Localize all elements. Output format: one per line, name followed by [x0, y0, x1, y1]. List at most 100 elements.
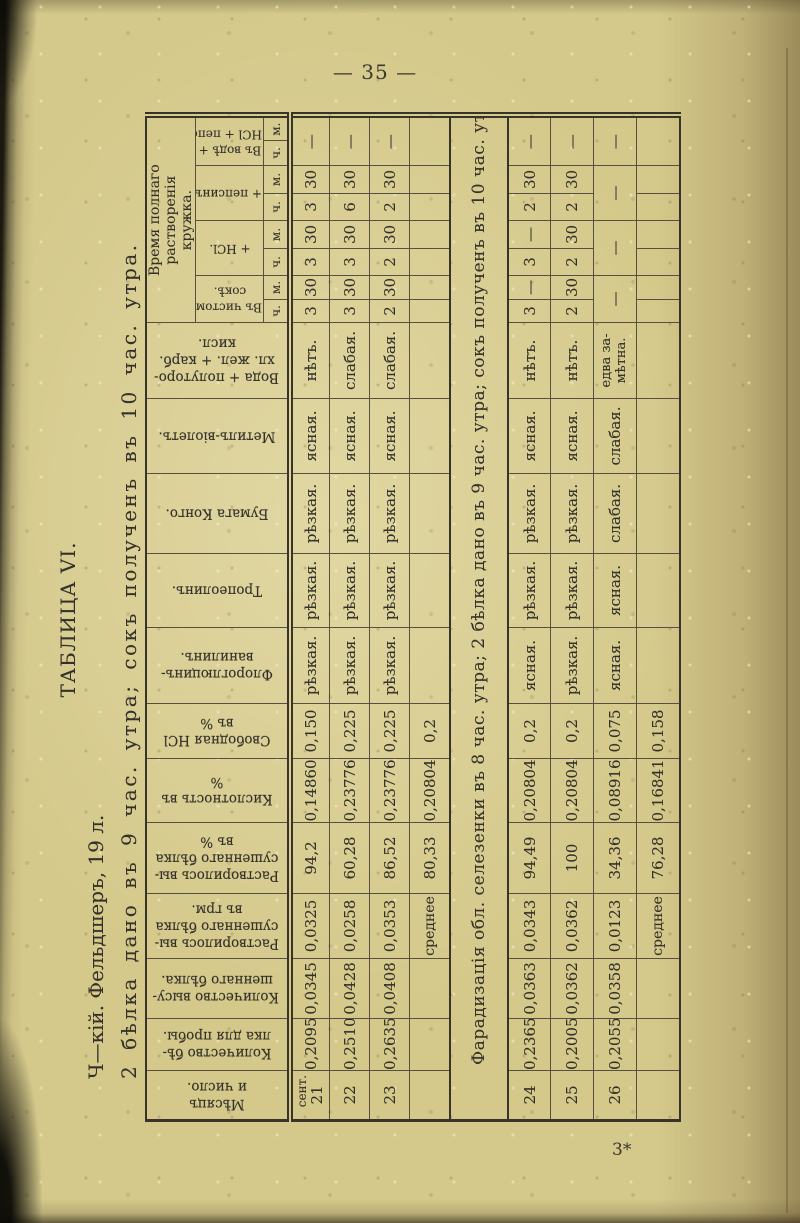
time-cell: —: [593, 220, 637, 276]
time-cell: 3: [289, 193, 330, 221]
table-cell: 0,0362: [550, 958, 594, 1019]
time-cell: [409, 220, 450, 249]
table-cell: нѣтъ.: [507, 322, 551, 399]
time-cell: 6: [329, 193, 370, 221]
time-subcolumn-header: Въ чистомъсокѣ.: [195, 275, 264, 323]
table-cell: 0,0363: [507, 958, 551, 1019]
date-cell: сент. 21: [289, 1070, 330, 1121]
table-cell: рѣзкая.: [329, 473, 370, 554]
time-cell: —: [593, 165, 637, 221]
table-cell: 0,0358: [593, 958, 637, 1019]
table-cell: слабая.: [329, 322, 370, 399]
table-cell: 0,0353: [369, 893, 410, 959]
table-cell: ясная.: [369, 398, 410, 474]
time-cell: [636, 220, 680, 249]
table-row: 23 0,2635 0,0408 0,0353 86,52 0,23776 0,225 рѣз…: [369, 115, 410, 1121]
table-cell: рѣзкая.: [550, 627, 594, 704]
time-cell: 30: [329, 220, 370, 249]
date-cell: [636, 1070, 680, 1121]
time-cell: [409, 248, 450, 276]
column-header-label: Тропеолинъ.: [171, 582, 263, 599]
table-cell: 0,20804: [409, 758, 450, 823]
table-cell: рѣзкая.: [329, 553, 370, 628]
time-cell: [409, 165, 450, 194]
table-row: 22 0,2510 0,0428 0,0258 60,28 0,23776 0,225 рѣз…: [329, 115, 370, 1121]
header-row-group: Мѣсяцъ и число. Количество бѣ-лка для проб…: [146, 115, 290, 1121]
table-cell: 0,23776: [369, 758, 410, 823]
time-cell: 3: [329, 299, 370, 323]
table-cell: рѣзкая.: [507, 473, 551, 554]
time-cell: 2: [507, 193, 551, 221]
minutes-label: м.: [263, 165, 290, 194]
time-cell: [636, 248, 680, 276]
table-cell: рѣзкая.: [507, 553, 551, 628]
time-cell: —: [593, 275, 637, 323]
time-cell: 2: [550, 299, 594, 323]
section-divider-cell: Фарадизація обл. селезенки въ 8 час. утр…: [449, 115, 508, 1121]
time-cell: —: [507, 220, 551, 249]
column-header: Количество высу-шеннаго бѣлка.: [146, 958, 290, 1019]
column-header: Метилъ-віолетъ.: [146, 398, 290, 474]
table-cell: 0,2095: [289, 1018, 330, 1071]
table-cell: 0,150: [289, 703, 330, 759]
time-cell: 30: [369, 220, 410, 249]
column-header: Тропеолинъ.: [146, 553, 290, 628]
time-cell: —: [550, 115, 594, 166]
table-cell: рѣзкая.: [550, 473, 594, 554]
time-cell: —: [289, 115, 330, 166]
table-cell: ясная.: [550, 398, 594, 474]
time-subcolumn-label: + HCl.: [209, 241, 251, 256]
column-header: Количество бѣ-лка для пробы.: [146, 1018, 290, 1071]
column-header-label: Кислотность въ%: [161, 774, 273, 808]
table-cell: рѣзкая.: [289, 627, 330, 704]
month-label: сент.: [295, 1075, 310, 1108]
column-header-label: Растворилось вы-сушеннаго бѣлка въ грм.: [154, 901, 279, 952]
column-header: Бумага Конго.: [146, 473, 290, 554]
time-cell: —: [329, 115, 370, 166]
table-cell: 0,23776: [329, 758, 370, 823]
table-cell: среднее: [409, 893, 450, 959]
section-divider-text: Фарадизація обл. селезенки въ 8 час. утр…: [468, 115, 489, 1065]
table-cell: [409, 398, 450, 474]
day-number: 26: [606, 1085, 625, 1105]
column-header-label: Метилъ-віолетъ.: [158, 428, 276, 445]
table-row: 25 0,2005 0,0362 0,0362 100 0,20804 0,2 рѣзкая.…: [550, 115, 594, 1121]
table-cell: слабая.: [369, 322, 410, 399]
table-body: сент. 21 0,2095 0,0345 0,0325 94,2 0,14860 0,15…: [289, 115, 680, 1121]
table-cell: [636, 1018, 680, 1071]
hours-label: ч.: [263, 193, 290, 221]
time-cell: 2: [550, 193, 594, 221]
column-header: Растворилось вы-сушеннаго бѣлка въ %: [146, 822, 290, 894]
table-cell: слабая.: [593, 473, 637, 554]
patient-line: Ч—кій. Фельдшеръ, 19 л.: [84, 814, 108, 1079]
time-subcolumn-label: Въ чистомъсокѣ.: [195, 285, 262, 315]
table-cell: 0,075: [593, 703, 637, 759]
time-cell: 30: [550, 165, 594, 194]
time-cell: —: [593, 115, 637, 166]
time-group-header: Время полнаго растворенія кружка.: [146, 115, 196, 323]
table-cell: [636, 473, 680, 554]
table-cell: [636, 627, 680, 704]
table-cell: 0,158: [636, 703, 680, 759]
time-cell: —: [369, 115, 410, 166]
table-cell: ясная.: [507, 627, 551, 704]
time-cell: 3: [329, 248, 370, 276]
column-header: Кислотность въ%: [146, 758, 290, 823]
table-cell: рѣзкая.: [289, 553, 330, 628]
table-cell: 94,2: [289, 822, 330, 894]
time-subcolumn-label: Въ водѣ +HCl + пепс.: [196, 127, 262, 158]
date-cell: 22: [329, 1070, 370, 1121]
time-cell: 30: [369, 275, 410, 300]
table-cell: ясная.: [289, 398, 330, 474]
time-cell: [409, 299, 450, 323]
table-cell: 0,2510: [329, 1018, 370, 1071]
table-cell: рѣзкая.: [369, 627, 410, 704]
table-cell: 0,2635: [369, 1018, 410, 1071]
table-cell: [409, 627, 450, 704]
table-cell: 0,2: [550, 703, 594, 759]
time-subcolumn-header: + пепсинъ.: [195, 165, 264, 221]
time-cell: [636, 165, 680, 194]
column-header-label: Свободная HCl въ %: [163, 715, 271, 748]
table-cell: [636, 958, 680, 1019]
column-header: Свободная HCl въ %: [146, 703, 290, 759]
